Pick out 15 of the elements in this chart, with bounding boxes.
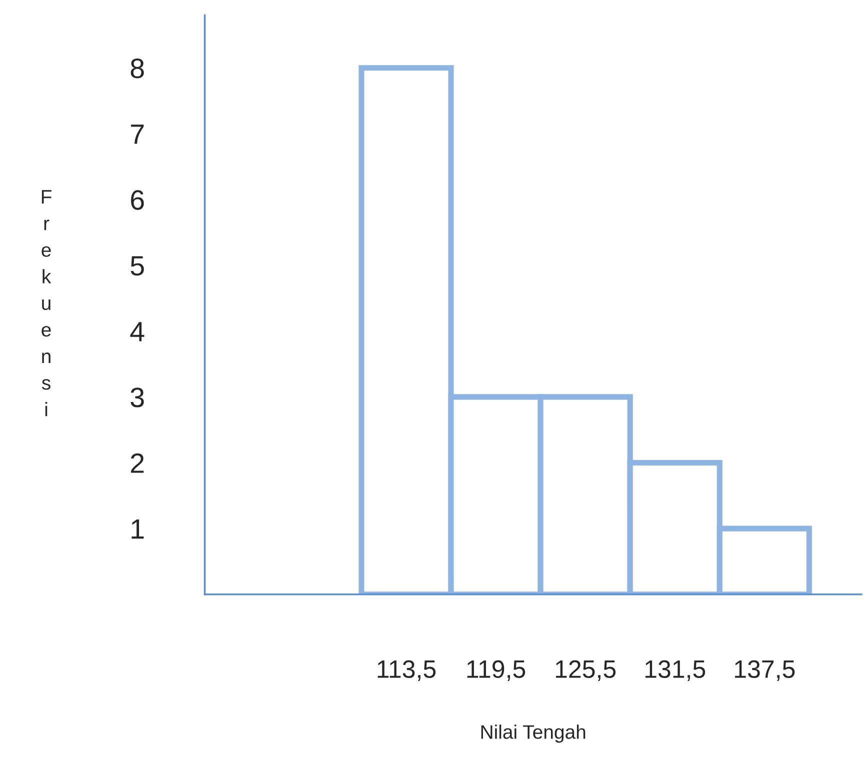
y-tick-label: 7 — [131, 124, 144, 144]
y-tick-label: 6 — [131, 190, 144, 210]
y-tick-label: 5 — [130, 256, 144, 276]
x-axis-title: Nilai Tengah — [481, 724, 586, 743]
y-tick-label: 1 — [132, 520, 144, 539]
y-tick-label: 8 — [130, 58, 144, 78]
y-tick-label: 4 — [130, 322, 144, 342]
x-tick-label: 125,5 — [556, 660, 616, 681]
x-tick-label: 119,5 — [467, 660, 526, 681]
text: Frekuensi — [42, 190, 52, 416]
x-tick-label: 113,5 — [378, 660, 436, 681]
x-tick-label: 131,5 — [645, 660, 706, 681]
x-tick-label: 137,5 — [735, 660, 795, 681]
y-tick-label: 3 — [130, 388, 144, 408]
y-tick-label: 2 — [130, 453, 144, 473]
